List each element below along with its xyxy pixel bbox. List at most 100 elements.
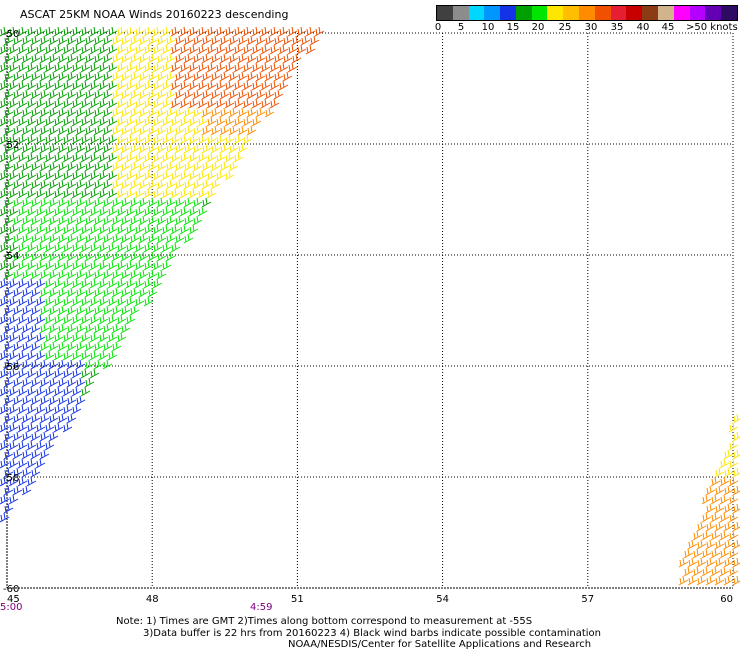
wind-barb — [62, 386, 73, 397]
wind-barb — [0, 476, 10, 487]
wind-barb — [8, 116, 19, 127]
wind-barb — [17, 296, 28, 307]
wind-barb — [80, 350, 91, 361]
wind-barb — [210, 53, 221, 64]
wind-barb — [21, 305, 32, 316]
wind-barb — [701, 566, 712, 577]
wind-barb — [80, 368, 91, 379]
wind-barb — [93, 341, 104, 352]
wind-barb — [66, 161, 77, 172]
wind-barb — [66, 377, 77, 388]
wind-barb — [224, 134, 235, 145]
wind-barb — [143, 134, 154, 145]
wind-barb — [0, 404, 10, 415]
wind-barb — [12, 233, 23, 244]
wind-barb — [147, 197, 158, 208]
wind-barb — [62, 242, 73, 253]
wind-barb — [39, 359, 50, 370]
wind-barb — [75, 233, 86, 244]
wind-barb — [152, 206, 163, 217]
wind-barb — [75, 377, 86, 388]
wind-barb — [71, 314, 82, 325]
wind-barb — [161, 170, 172, 181]
wind-barb — [210, 143, 221, 154]
wind-barb — [35, 458, 46, 469]
wind-barb — [48, 341, 59, 352]
wind-barb — [152, 260, 163, 271]
wind-barb — [138, 143, 149, 154]
wind-barb — [35, 260, 46, 271]
wind-barb — [278, 26, 289, 37]
wind-barb — [21, 107, 32, 118]
wind-barb — [93, 179, 104, 190]
wind-barb — [179, 62, 190, 73]
wind-barb — [102, 161, 113, 172]
wind-barb — [93, 251, 104, 262]
wind-barb — [89, 296, 100, 307]
wind-barb — [201, 71, 212, 82]
wind-barb — [0, 494, 10, 505]
wind-barb — [30, 107, 41, 118]
wind-barb — [3, 107, 14, 118]
wind-barb — [156, 161, 167, 172]
wind-barb — [111, 287, 122, 298]
wind-barb — [84, 377, 95, 388]
wind-barb — [206, 116, 217, 127]
wind-barb — [62, 260, 73, 271]
wind-barb — [3, 215, 14, 226]
wind-barb — [116, 206, 127, 217]
wind-barb — [80, 26, 91, 37]
wind-barb — [728, 566, 739, 577]
wind-barb — [3, 485, 14, 496]
wind-barb — [62, 422, 73, 433]
wind-barb — [116, 134, 127, 145]
wind-barb — [44, 440, 55, 451]
wind-barb — [98, 224, 109, 235]
wind-barb — [84, 287, 95, 298]
wind-barb — [215, 170, 226, 181]
wind-barb — [147, 287, 158, 298]
wind-barb — [174, 179, 185, 190]
wind-barb — [26, 62, 37, 73]
wind-barb — [129, 89, 140, 100]
wind-barb — [138, 89, 149, 100]
wind-barb — [165, 233, 176, 244]
wind-barb — [12, 251, 23, 262]
wind-barb — [723, 521, 734, 532]
wind-barb — [57, 413, 68, 424]
wind-barb — [692, 566, 703, 577]
wind-barb — [179, 152, 190, 163]
wind-barb — [138, 107, 149, 118]
wind-barb — [246, 89, 257, 100]
wind-barb — [147, 53, 158, 64]
wind-barb — [57, 53, 68, 64]
wind-barb — [84, 233, 95, 244]
wind-barb — [188, 80, 199, 91]
wind-barb — [701, 494, 712, 505]
wind-barb — [233, 116, 244, 127]
wind-barb — [714, 467, 725, 478]
wind-barb — [143, 206, 154, 217]
wind-barb — [39, 395, 50, 406]
wind-barb — [174, 143, 185, 154]
wind-barb — [71, 206, 82, 217]
wind-barb — [107, 278, 118, 289]
wind-barb — [30, 233, 41, 244]
wind-barb — [183, 143, 194, 154]
wind-barb — [174, 53, 185, 64]
wind-barb — [71, 260, 82, 271]
wind-barb — [62, 404, 73, 415]
wind-barb — [233, 62, 244, 73]
wind-barb — [138, 215, 149, 226]
wind-barb — [12, 107, 23, 118]
wind-barb — [183, 71, 194, 82]
wind-barb — [8, 260, 19, 271]
wind-barb — [161, 26, 172, 37]
wind-barb — [44, 206, 55, 217]
wind-barb — [48, 251, 59, 262]
wind-barb — [62, 26, 73, 37]
wind-barb — [197, 152, 208, 163]
wind-barb — [0, 134, 10, 145]
wind-barb — [66, 305, 77, 316]
wind-barb — [143, 26, 154, 37]
